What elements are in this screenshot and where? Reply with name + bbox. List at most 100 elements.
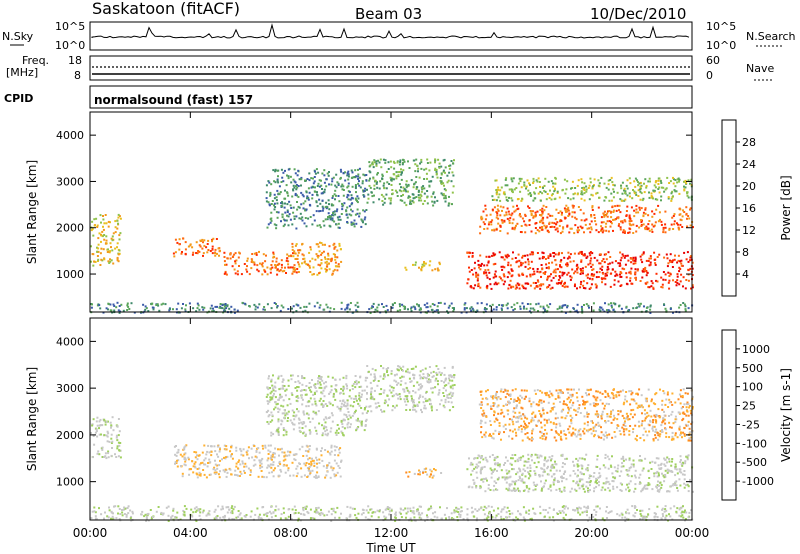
data-cell bbox=[612, 209, 615, 212]
data-cell bbox=[618, 304, 621, 307]
data-cell bbox=[430, 387, 433, 390]
data-cell bbox=[480, 457, 482, 460]
data-cell bbox=[339, 447, 342, 450]
data-cell bbox=[571, 180, 574, 183]
data-cell bbox=[435, 173, 438, 176]
data-cell bbox=[444, 398, 447, 401]
data-cell bbox=[298, 429, 301, 432]
data-cell bbox=[514, 257, 517, 259]
data-cell bbox=[347, 185, 350, 188]
data-cell bbox=[328, 203, 330, 206]
data-cell bbox=[288, 213, 291, 216]
data-cell bbox=[518, 274, 521, 277]
data-cell bbox=[292, 453, 295, 456]
data-cell bbox=[210, 454, 213, 457]
data-cell bbox=[214, 254, 217, 257]
data-cell bbox=[376, 186, 379, 189]
data-cell bbox=[663, 476, 666, 479]
data-cell bbox=[424, 397, 427, 400]
data-cell bbox=[536, 456, 539, 459]
data-cell bbox=[274, 406, 277, 409]
data-cell bbox=[289, 218, 292, 221]
data-cell bbox=[476, 466, 478, 469]
data-cell bbox=[654, 181, 657, 184]
data-cell bbox=[519, 490, 521, 493]
data-cell bbox=[679, 459, 682, 461]
data-cell bbox=[360, 225, 363, 228]
data-cell bbox=[581, 478, 584, 481]
data-cell bbox=[440, 165, 443, 168]
data-cell bbox=[295, 475, 298, 478]
data-cell bbox=[357, 402, 360, 405]
data-cell bbox=[562, 473, 565, 475]
data-cell bbox=[515, 284, 518, 287]
data-cell bbox=[341, 188, 344, 191]
data-cell bbox=[689, 207, 692, 210]
data-cell bbox=[327, 212, 330, 215]
data-cell bbox=[562, 226, 565, 229]
data-cell bbox=[373, 398, 376, 401]
data-cell bbox=[115, 436, 118, 439]
data-cell bbox=[467, 255, 470, 258]
data-cell bbox=[205, 476, 208, 479]
data-cell bbox=[576, 475, 579, 478]
data-cell bbox=[610, 210, 613, 213]
data-cell bbox=[96, 424, 99, 427]
data-cell bbox=[508, 470, 511, 473]
data-cell bbox=[336, 471, 339, 474]
data-cell bbox=[440, 399, 443, 402]
data-cell bbox=[470, 461, 473, 464]
data-cell bbox=[479, 472, 482, 475]
data-cell bbox=[348, 190, 351, 193]
data-cell bbox=[342, 434, 345, 437]
data-cell bbox=[269, 267, 272, 270]
data-cell bbox=[448, 409, 451, 412]
data-cell bbox=[116, 301, 119, 304]
data-cell bbox=[284, 454, 287, 457]
data-cell bbox=[302, 195, 305, 198]
data-cell bbox=[400, 190, 403, 193]
data-cell bbox=[581, 267, 584, 270]
data-cell bbox=[423, 262, 426, 265]
data-cell bbox=[151, 302, 154, 305]
data-cell bbox=[638, 182, 641, 185]
data-cell bbox=[617, 464, 620, 467]
data-cell bbox=[420, 190, 423, 193]
data-cell bbox=[377, 380, 380, 382]
data-cell bbox=[445, 377, 448, 380]
data-cell bbox=[287, 308, 290, 310]
data-cell bbox=[318, 224, 321, 227]
data-cell bbox=[261, 465, 264, 468]
data-cell bbox=[635, 193, 638, 196]
data-cell bbox=[270, 411, 273, 414]
data-cell bbox=[562, 462, 564, 465]
data-cell bbox=[543, 256, 545, 259]
data-cell bbox=[390, 178, 393, 181]
data-cell bbox=[399, 159, 402, 162]
data-cell bbox=[515, 286, 518, 289]
data-cell bbox=[527, 490, 530, 493]
data-cell bbox=[408, 167, 411, 169]
data-cell bbox=[323, 174, 326, 177]
data-cell bbox=[350, 223, 353, 226]
data-cell bbox=[609, 464, 612, 467]
data-cell bbox=[687, 260, 690, 263]
data-cell bbox=[547, 459, 550, 462]
data-cell bbox=[489, 467, 492, 470]
data-cell bbox=[607, 467, 610, 470]
data-cell bbox=[246, 265, 248, 268]
data-cell bbox=[581, 465, 584, 468]
data-cell bbox=[430, 180, 433, 183]
data-cell bbox=[332, 394, 335, 396]
data-cell bbox=[275, 227, 278, 230]
data-cell bbox=[480, 478, 483, 481]
data-cell bbox=[437, 383, 439, 386]
data-cell bbox=[528, 487, 531, 490]
data-cell bbox=[492, 308, 495, 311]
data-cell bbox=[281, 412, 284, 415]
data-cell bbox=[489, 283, 492, 286]
data-cell bbox=[526, 432, 529, 434]
data-cell bbox=[358, 184, 361, 187]
data-cell bbox=[640, 219, 643, 221]
data-cell bbox=[367, 197, 370, 200]
